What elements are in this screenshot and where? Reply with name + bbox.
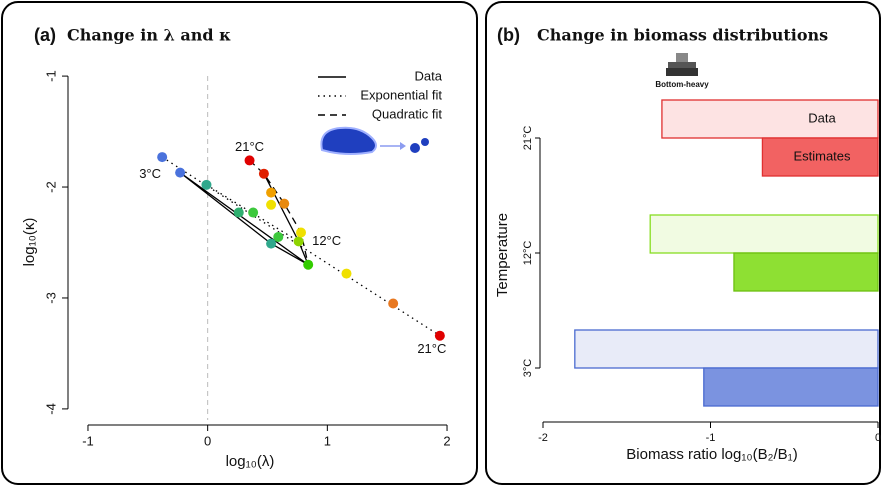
panel-label: (b): [497, 25, 520, 45]
point: [303, 259, 314, 270]
bar: [574, 329, 879, 369]
point: [258, 168, 269, 179]
annotation: 21°C: [417, 341, 446, 356]
point: [341, 268, 352, 279]
annotation: 21°C: [235, 139, 264, 154]
bar: [661, 99, 879, 139]
x-axis-label: log₁₀(λ): [226, 453, 275, 470]
point: [388, 298, 399, 309]
point: [157, 152, 168, 163]
fit-line: [249, 159, 309, 265]
point: [279, 198, 290, 209]
panel-a-frame: [1, 1, 478, 485]
panel-label: (a): [34, 25, 56, 45]
point: [248, 207, 259, 218]
bar: [649, 214, 879, 254]
annotation: 3°C: [139, 166, 161, 181]
fit-line: [179, 172, 309, 266]
y-tick-label: 3°C: [522, 359, 534, 378]
legend-label: Quadratic fit: [372, 106, 442, 121]
point: [201, 179, 212, 190]
x-tick-label: 1: [324, 433, 331, 448]
legend-label: Data: [415, 68, 443, 83]
y-tick-label: 21°C: [522, 126, 534, 151]
legend-label: Exponential fit: [360, 87, 442, 102]
point: [434, 330, 445, 341]
x-tick-label: 0: [875, 432, 881, 444]
point: [266, 238, 277, 249]
y-axis-label: Temperature: [494, 213, 511, 297]
bar: [703, 367, 879, 407]
point: [266, 187, 277, 198]
y-tick-label: 12°C: [522, 241, 534, 266]
bottom-heavy-icon: [666, 53, 698, 76]
legend-label: Estimates: [793, 148, 851, 163]
x-tick-label: -1: [706, 432, 716, 444]
x-tick-label: -2: [538, 432, 548, 444]
bar: [733, 252, 879, 292]
icon-label: Bottom-heavy: [655, 80, 709, 89]
x-axis-label: Biomass ratio log₁₀(B₂/B₁): [626, 446, 797, 463]
organism-icon: [320, 126, 429, 155]
panel-title: Change in biomass distributions: [537, 26, 828, 45]
point: [244, 155, 255, 166]
point: [233, 207, 244, 218]
point: [293, 236, 304, 247]
point: [175, 167, 186, 178]
x-tick-label: 0: [204, 433, 211, 448]
point: [296, 227, 307, 238]
annotation: 12°C: [312, 233, 341, 248]
x-tick-label: 2: [443, 433, 450, 448]
x-tick-label: -1: [82, 433, 94, 448]
panel-b-frame: [485, 1, 881, 485]
point: [273, 231, 284, 242]
point: [266, 199, 277, 210]
panel-title: Change in λ and κ: [67, 26, 231, 45]
legend-label: Data: [808, 110, 836, 125]
y-tick-label: -2: [43, 181, 58, 193]
bar: [761, 137, 879, 177]
y-tick-label: -4: [43, 403, 58, 415]
y-tick-label: -3: [43, 292, 58, 304]
y-tick-label: -1: [43, 70, 58, 82]
y-axis-label: log₁₀(κ): [21, 218, 38, 267]
